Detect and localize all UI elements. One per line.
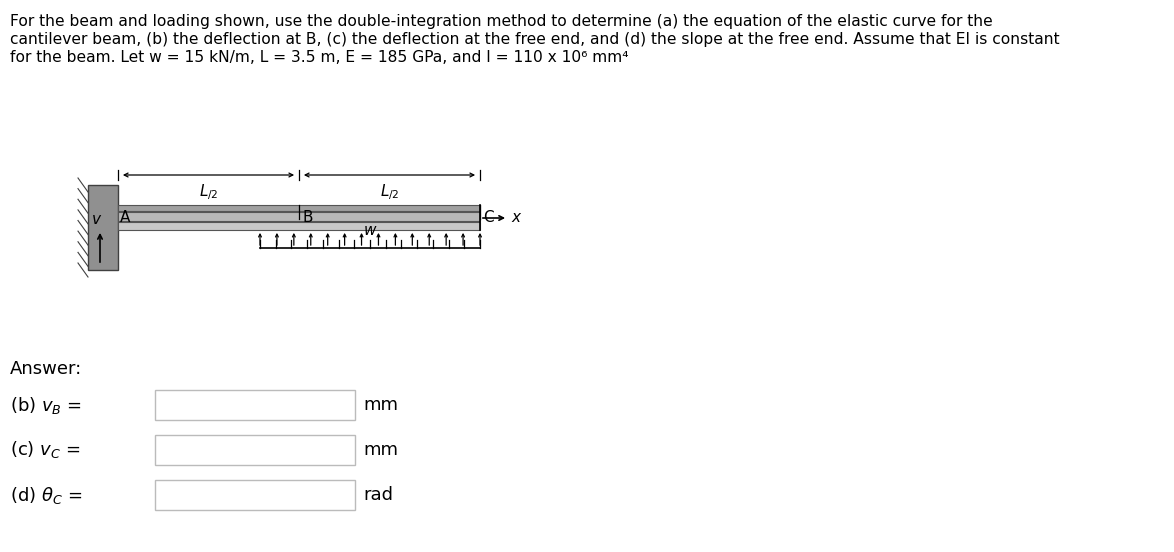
Text: v: v bbox=[92, 212, 101, 227]
Text: (c) $v_C$ =: (c) $v_C$ = bbox=[11, 439, 81, 460]
Bar bbox=[119, 205, 480, 211]
Bar bbox=[119, 212, 480, 221]
Bar bbox=[155, 480, 355, 510]
Text: $L_{/2}$: $L_{/2}$ bbox=[198, 182, 218, 202]
Text: for the beam. Let w = 15 kN/m, L = 3.5 m, E = 185 GPa, and I = 110 x 10⁶ mm⁴: for the beam. Let w = 15 kN/m, L = 3.5 m… bbox=[11, 50, 628, 65]
Bar bbox=[88, 185, 119, 270]
Text: (d) $\theta_C$ =: (d) $\theta_C$ = bbox=[11, 485, 82, 506]
Text: (b) $v_B$ =: (b) $v_B$ = bbox=[11, 395, 82, 416]
Text: w: w bbox=[364, 223, 376, 238]
Text: mm: mm bbox=[363, 396, 398, 414]
Text: $L_{/2}$: $L_{/2}$ bbox=[380, 182, 399, 202]
Text: B: B bbox=[302, 210, 312, 225]
Text: cantilever beam, (b) the deflection at B, (c) the deflection at the free end, an: cantilever beam, (b) the deflection at B… bbox=[11, 32, 1060, 47]
Text: For the beam and loading shown, use the double-integration method to determine (: For the beam and loading shown, use the … bbox=[11, 14, 993, 29]
Text: mm: mm bbox=[363, 441, 398, 459]
Text: Answer:: Answer: bbox=[11, 360, 82, 378]
Bar bbox=[155, 390, 355, 420]
Text: x: x bbox=[511, 210, 520, 226]
Bar bbox=[119, 222, 480, 230]
Text: A: A bbox=[120, 210, 130, 225]
Bar bbox=[155, 435, 355, 465]
Text: rad: rad bbox=[363, 486, 393, 504]
Text: C: C bbox=[483, 210, 493, 225]
